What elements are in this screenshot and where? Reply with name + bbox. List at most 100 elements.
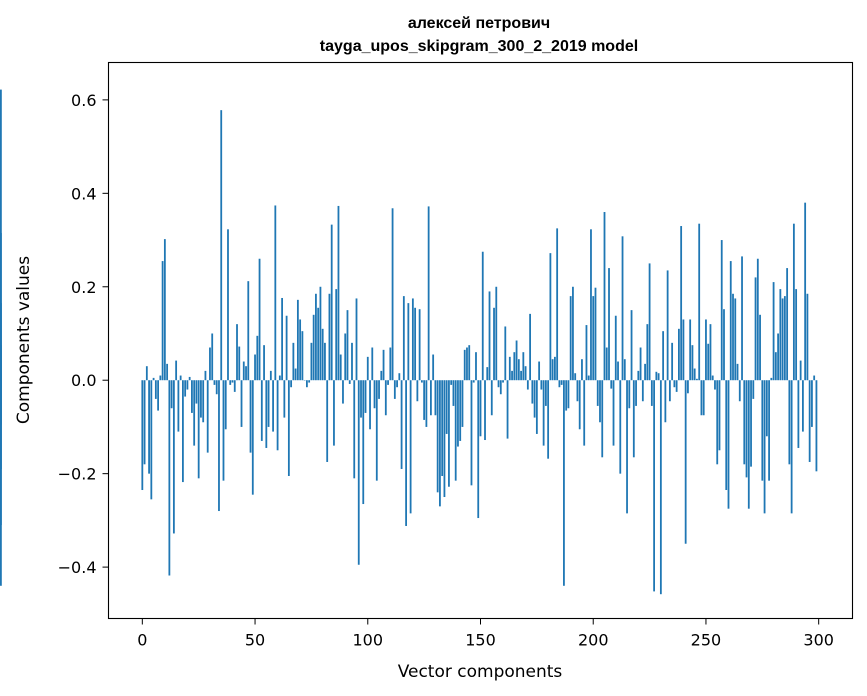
bar-267 <box>743 380 746 465</box>
bar-232 <box>664 380 667 423</box>
bar-266 <box>741 256 743 381</box>
bar-199 <box>590 229 592 381</box>
bar-150 <box>479 380 482 437</box>
bar-284 <box>781 298 784 381</box>
bar-154 <box>488 291 491 381</box>
plot-frame <box>107 61 854 620</box>
bar-291 <box>797 380 800 448</box>
bar-46 <box>245 366 247 381</box>
bar-13 <box>170 380 173 409</box>
bar-165 <box>513 352 516 381</box>
bar-67 <box>292 342 295 381</box>
bar-28 <box>204 370 207 381</box>
bar-299 <box>815 380 818 472</box>
bar-243 <box>689 319 692 381</box>
bar-105 <box>378 380 380 399</box>
bar-271 <box>752 380 755 399</box>
bar-113 <box>396 380 398 388</box>
bar-33 <box>215 380 218 395</box>
bar-83 <box>328 293 331 381</box>
bar-225 <box>648 263 651 381</box>
bar-244 <box>691 345 694 381</box>
bar-245 <box>693 368 696 381</box>
bar-242 <box>687 380 689 394</box>
bar-246 <box>696 378 698 381</box>
bar-7 <box>157 380 159 411</box>
bar-283 <box>779 289 782 381</box>
bar-141 <box>459 380 462 441</box>
bar-12 <box>168 380 171 576</box>
bar-128 <box>430 380 432 416</box>
bar-22 <box>191 380 193 413</box>
bar-102 <box>371 347 374 381</box>
bar-264 <box>736 363 739 381</box>
bar-191 <box>572 286 574 381</box>
bar-5 <box>152 377 155 381</box>
bar-145 <box>468 345 471 381</box>
bar-116 <box>402 296 405 381</box>
bar-118 <box>407 303 410 381</box>
bar-151 <box>481 251 484 381</box>
bar-98 <box>362 380 365 505</box>
bar-23 <box>193 380 196 446</box>
bar-202 <box>596 380 599 406</box>
x-tick-label: 200 <box>578 631 609 650</box>
bar-187 <box>563 380 565 586</box>
bar-31 <box>211 333 214 381</box>
bar-296 <box>808 380 811 462</box>
bar-176 <box>538 361 541 381</box>
bar-257 <box>720 240 723 381</box>
bar-47 <box>247 281 250 381</box>
bar-3 <box>148 380 150 474</box>
bar-276 <box>763 380 766 514</box>
bar-9 <box>161 261 164 381</box>
bar-259 <box>725 380 728 491</box>
bar-21 <box>188 376 191 381</box>
bar-215 <box>626 380 628 514</box>
bar-288 <box>790 380 793 514</box>
bar-108 <box>384 380 387 416</box>
y-axis-ticks: −0.4 −0.2 0.0 0.2 0.4 0.6 <box>58 91 109 577</box>
bar-194 <box>578 380 581 430</box>
bar-34 <box>218 380 220 512</box>
chart-title-line-1: алексей петрович <box>408 15 550 32</box>
bar-260 <box>727 380 730 509</box>
bar-119 <box>409 380 412 514</box>
chart-title-line-2: tayga_upos_skipgram_300_2_2019 model <box>320 38 638 55</box>
bar-138 <box>452 380 455 406</box>
bar-178 <box>542 380 545 446</box>
bar-204 <box>601 380 604 458</box>
bar-68 <box>294 368 297 381</box>
bar-277 <box>765 380 768 437</box>
bar-239 <box>680 226 683 381</box>
bar-114 <box>398 373 401 381</box>
bar-148 <box>475 352 477 381</box>
bar-249 <box>702 380 705 416</box>
bar-181 <box>549 253 552 381</box>
bar-179 <box>544 380 547 406</box>
bar-25 <box>197 380 200 479</box>
bar-87 <box>337 205 340 381</box>
y-axis-label: Components values <box>14 256 34 424</box>
bar-115 <box>400 380 403 469</box>
bar-80 <box>321 328 324 381</box>
bar-279 <box>770 377 773 381</box>
bar-110 <box>389 347 392 381</box>
bar-111 <box>391 208 394 381</box>
bar-184 <box>556 228 559 381</box>
x-tick-label: 250 <box>691 631 722 650</box>
bar-201 <box>594 287 597 381</box>
bar-261 <box>729 261 732 381</box>
bar-149 <box>477 380 480 519</box>
bar-189 <box>567 380 570 409</box>
bars-group <box>0 89 818 595</box>
bar-223 <box>644 363 646 381</box>
x-tick-label: 300 <box>803 631 834 650</box>
bar-185 <box>558 380 561 388</box>
bar-52 <box>258 258 261 381</box>
bar-144 <box>466 347 468 381</box>
y-tick-label: −0.2 <box>58 465 97 484</box>
bar-158 <box>497 380 500 388</box>
x-tick-label: 0 <box>137 631 147 650</box>
bar-85 <box>333 380 335 446</box>
